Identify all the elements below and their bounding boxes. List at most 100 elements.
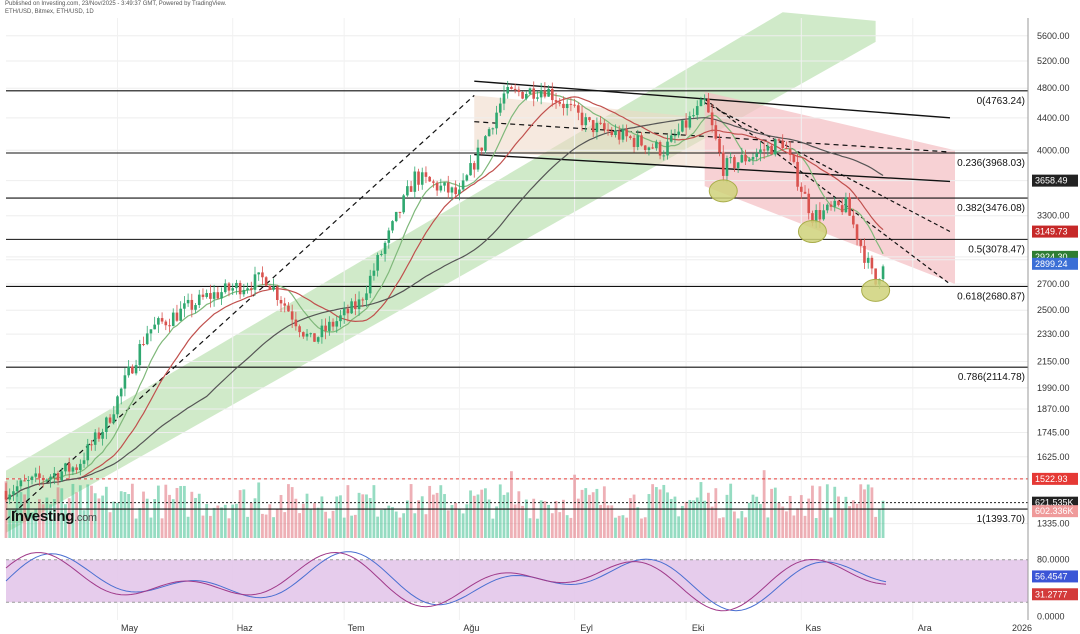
volume-bar-210 <box>785 511 788 538</box>
symbol-info: ETH/USD, Bitmex, ETH/USD, 1D <box>5 9 94 15</box>
volume-bar-49 <box>186 516 190 538</box>
candle-body-2 <box>12 491 15 495</box>
candle-body-171 <box>640 135 643 146</box>
volume-bar-88 <box>331 510 335 538</box>
volume-bar-164 <box>614 517 617 538</box>
candle-body-60 <box>227 283 231 291</box>
candle-body-77 <box>290 311 294 320</box>
volume-bar-100 <box>376 516 380 538</box>
volume-bar-171 <box>640 518 643 538</box>
candle-body-154 <box>577 105 580 113</box>
volume-bar-166 <box>621 515 625 538</box>
candle-body-11 <box>45 479 49 481</box>
candle-body-61 <box>231 288 234 291</box>
volume-bar-4 <box>19 491 23 538</box>
volume-tag-2: 602.336K <box>1035 506 1074 516</box>
candle-body-214 <box>800 186 803 192</box>
volume-bar-80 <box>301 503 305 538</box>
volume-tag-1: 621.535K <box>1035 498 1074 508</box>
volume-bar-129 <box>484 488 487 538</box>
candle-body-163 <box>610 131 614 136</box>
volume-bar-220 <box>822 510 825 538</box>
volume-bar-181 <box>677 516 681 538</box>
candle-body-89 <box>335 321 339 327</box>
volume-bar-83 <box>313 503 316 538</box>
candle-body-55 <box>209 293 212 299</box>
volume-bar-143 <box>536 518 539 538</box>
candle-body-147 <box>551 88 554 101</box>
candle-body-120 <box>450 187 454 193</box>
candlesticks <box>4 80 885 505</box>
candle-body-172 <box>643 145 647 151</box>
candle-body-105 <box>394 211 398 222</box>
volume-bar-188 <box>703 500 707 538</box>
candle-body-125 <box>469 163 472 176</box>
candle-body-126 <box>472 163 476 170</box>
volume-bar-62 <box>235 503 238 538</box>
candle-body-108 <box>406 186 409 196</box>
volume-bar-50 <box>190 491 194 538</box>
candle-body-133 <box>498 103 502 113</box>
stoch-tag-d-bg <box>1032 588 1078 601</box>
candle-body-111 <box>417 171 420 185</box>
candle-body-90 <box>339 315 342 322</box>
candle-body-14 <box>56 473 60 481</box>
candle-body-117 <box>439 185 443 191</box>
candle-body-10 <box>41 477 45 481</box>
price-tag-1-bg <box>1032 225 1078 238</box>
volume-bar-19 <box>75 492 79 538</box>
volume-bar-148 <box>554 500 558 538</box>
volume-bar-187 <box>699 482 703 538</box>
candle-body-141 <box>528 88 532 94</box>
volume-bar-18 <box>71 483 75 538</box>
candle-body-81 <box>305 333 309 337</box>
candle-body-87 <box>328 321 331 331</box>
candle-body-118 <box>443 182 446 186</box>
candle-body-20 <box>79 463 82 471</box>
candle-body-21 <box>82 460 86 464</box>
volume-bar-69 <box>261 513 264 538</box>
volume-bar-154 <box>576 498 580 538</box>
volume-bar-176 <box>658 489 662 538</box>
candle-body-185 <box>692 115 695 117</box>
price-tag-2: 2924.30 <box>1035 252 1068 262</box>
candle-body-193 <box>721 152 725 176</box>
candle-body-13 <box>53 473 56 477</box>
price-tag-0: 3658.49 <box>1035 176 1068 186</box>
ma-mid <box>5 96 884 500</box>
stoch-tick-3: 0.0000 <box>1037 611 1065 621</box>
price-tick-13: 1990.00 <box>1037 383 1070 393</box>
volume-bar-230 <box>859 484 863 538</box>
volume-bar-157 <box>588 494 591 538</box>
volume-bar-236 <box>881 500 885 538</box>
candle-body-100 <box>376 254 379 271</box>
time-label-3: Ağu <box>463 623 479 633</box>
candle-body-156 <box>584 117 588 126</box>
candle-body-80 <box>302 332 305 337</box>
candle-body-217 <box>811 213 814 223</box>
stoch-tag-k-bg <box>1032 570 1078 583</box>
volume-bar-90 <box>339 495 342 538</box>
fib-label-6: 1(1393.70) <box>977 514 1025 525</box>
time-axis: May Haz Tem Ağu Eyl Eki Kas Ara 2026 <box>121 623 1032 633</box>
volume-bar-111 <box>417 500 420 538</box>
candle-body-99 <box>372 270 376 276</box>
volume-bar-124 <box>465 504 469 538</box>
volume-bar-56 <box>212 507 216 538</box>
candle-body-218 <box>814 210 818 223</box>
publish-info: Published on Investing.com, 23/Nov/2025 … <box>5 1 227 7</box>
candle-body-203 <box>759 149 762 154</box>
volume-bar-196 <box>733 511 736 538</box>
candle-body-131 <box>491 128 495 130</box>
candle-body-180 <box>673 135 677 137</box>
candle-body-190 <box>710 112 714 126</box>
candle-body-44 <box>168 325 171 327</box>
candle-body-24 <box>93 432 97 445</box>
candle-body-236 <box>881 266 885 279</box>
price-tick-3: 4400.00 <box>1037 113 1070 123</box>
volume-bar-46 <box>175 487 179 538</box>
candle-body-216 <box>807 193 811 214</box>
volume-bar-63 <box>238 490 242 538</box>
candle-body-167 <box>625 129 628 137</box>
